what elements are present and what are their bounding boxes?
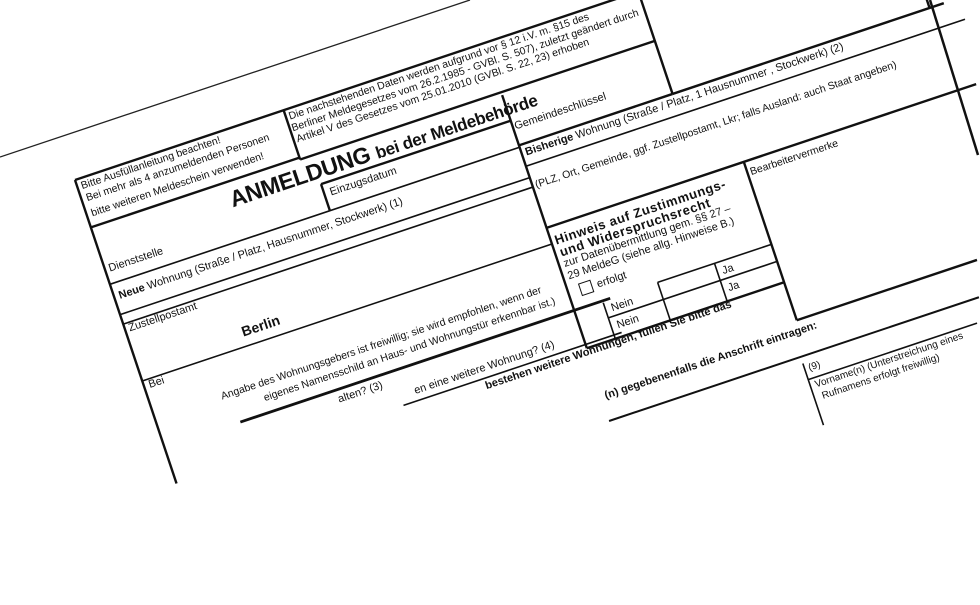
- paper-edge: [0, 0, 980, 158]
- registration-form: Bitte Ausfüllanleitung beachten! Bei meh…: [73, 0, 980, 484]
- form-grid-lines: [73, 0, 980, 484]
